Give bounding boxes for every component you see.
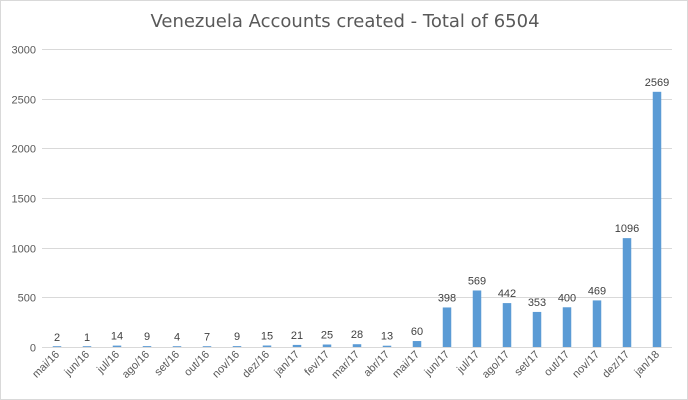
bar xyxy=(82,346,92,347)
data-label: 28 xyxy=(351,329,363,341)
data-label: 25 xyxy=(321,330,333,342)
x-tick-label: jun/17 xyxy=(422,349,452,379)
data-label: 13 xyxy=(381,331,393,343)
x-tick-label: jul/17 xyxy=(454,349,482,377)
data-label: 9 xyxy=(234,331,240,343)
data-label: 400 xyxy=(558,292,576,304)
data-label: 9 xyxy=(144,331,150,343)
y-tick-label: 0 xyxy=(30,343,36,355)
x-tick-label: abr/17 xyxy=(362,349,393,380)
bar xyxy=(532,311,542,347)
data-label: 7 xyxy=(204,331,210,343)
x-tick-label: fev/17 xyxy=(302,349,332,379)
data-label: 1 xyxy=(84,332,90,344)
x-tick-label: jan/18 xyxy=(632,349,662,379)
data-label: 442 xyxy=(498,288,516,300)
x-tick-label: jul/16 xyxy=(94,349,122,377)
x-tick-label: out/17 xyxy=(542,349,572,379)
data-label: 14 xyxy=(111,331,123,343)
bar xyxy=(472,290,482,347)
bar xyxy=(652,91,662,347)
bar xyxy=(622,238,632,347)
x-tick-label: set/16 xyxy=(152,349,182,379)
data-label: 1096 xyxy=(615,223,639,235)
bar xyxy=(262,345,272,347)
bar xyxy=(232,346,242,347)
gridlines xyxy=(42,49,672,348)
x-tick-label: dez/16 xyxy=(240,349,272,381)
data-label: 21 xyxy=(291,330,303,342)
bar xyxy=(112,345,122,347)
x-tick-label: ago/17 xyxy=(480,349,512,381)
bar xyxy=(52,346,62,347)
x-tick-label: mai/17 xyxy=(390,349,422,381)
x-tick-label: jun/16 xyxy=(62,349,92,379)
bar xyxy=(142,346,152,347)
data-label: 4 xyxy=(174,332,180,344)
x-tick-label: out/16 xyxy=(182,349,212,379)
data-label: 15 xyxy=(261,331,273,343)
y-tick-label: 3000 xyxy=(12,45,36,57)
bar xyxy=(562,307,572,347)
bar xyxy=(382,345,392,347)
bar xyxy=(412,341,422,347)
y-tick-label: 1500 xyxy=(12,194,36,206)
bar xyxy=(292,344,302,347)
x-tick-label: dez/17 xyxy=(600,349,632,381)
bar xyxy=(592,300,602,347)
x-tick-label: jan/17 xyxy=(272,349,302,379)
data-label: 60 xyxy=(411,326,423,338)
y-tick-label: 2500 xyxy=(12,95,36,107)
bars xyxy=(52,91,662,347)
bar xyxy=(442,307,452,347)
y-tick-label: 500 xyxy=(18,293,36,305)
bar xyxy=(502,303,512,347)
data-label: 469 xyxy=(588,285,606,297)
bar xyxy=(172,346,182,347)
x-tick-label: mar/17 xyxy=(329,349,362,382)
data-label: 569 xyxy=(468,275,486,287)
bar xyxy=(352,344,362,347)
chart-title: Venezuela Accounts created - Total of 65… xyxy=(150,11,540,32)
bar xyxy=(322,344,332,347)
y-tick-label: 1000 xyxy=(12,244,36,256)
data-label: 2 xyxy=(54,332,60,344)
data-label: 353 xyxy=(528,297,546,309)
data-label: 398 xyxy=(438,292,456,304)
x-tick-label: nov/17 xyxy=(570,349,602,381)
x-tick-label: set/17 xyxy=(512,349,542,379)
x-tick-label: nov/16 xyxy=(210,349,242,381)
bar xyxy=(202,346,212,347)
y-axis: 0 500 1000 1500 2000 2500 3000 xyxy=(12,45,36,355)
y-tick-label: 2000 xyxy=(12,144,36,156)
data-label: 2569 xyxy=(645,77,669,89)
x-tick-label: ago/16 xyxy=(120,349,152,381)
